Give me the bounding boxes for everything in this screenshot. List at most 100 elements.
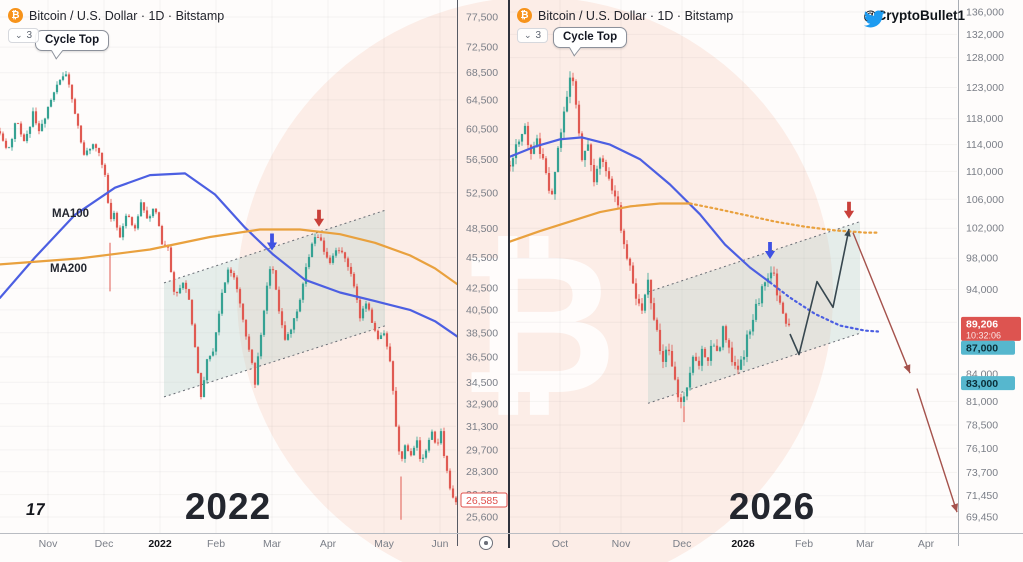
price-tick: 123,000 xyxy=(966,82,1004,94)
symbol-title: Bitcoin / U.S. Dollar · 1D · Bitstamp xyxy=(29,8,225,23)
svg-text:89,206: 89,206 xyxy=(966,318,998,330)
price-tick: 102,000 xyxy=(966,223,1004,235)
price-tick: 36,500 xyxy=(466,351,498,363)
price-tick: 76,100 xyxy=(966,443,998,455)
time-tick: May xyxy=(374,538,395,550)
twitter-handle: @CryptoBullet1 xyxy=(863,8,965,23)
time-tick: 2022 xyxy=(148,538,172,550)
trend-channel[interactable] xyxy=(647,221,861,404)
year-watermark-2026: 2026 xyxy=(728,486,816,527)
price-tick: 73,700 xyxy=(966,467,998,479)
chevron-down-icon: ⌄ xyxy=(15,30,23,41)
ma100-label: MA100 xyxy=(52,208,90,220)
price-tick: 29,700 xyxy=(466,444,498,456)
price-tick: 34,500 xyxy=(466,377,498,389)
year-watermark-2022: 2022 xyxy=(184,486,272,527)
price-tick: 56,500 xyxy=(466,154,498,166)
time-tick: Nov xyxy=(612,538,631,550)
price-tick: 71,450 xyxy=(966,490,998,502)
svg-text:83,000: 83,000 xyxy=(966,378,998,390)
price-tick: 42,500 xyxy=(466,283,498,295)
chart-legend[interactable]: ₿ Bitcoin / U.S. Dollar · 1D · Bitstamp xyxy=(8,8,224,23)
indicator-count: 3 xyxy=(26,30,33,41)
panel-divider xyxy=(508,0,510,548)
time-tick: Oct xyxy=(552,538,568,550)
price-tick: 77,500 xyxy=(466,12,498,24)
twitter-attribution: @CryptoBullet1 xyxy=(863,8,965,28)
grid xyxy=(509,0,957,533)
cycle-top-callout[interactable]: Cycle Top xyxy=(35,30,110,60)
tradingview-logo[interactable]: 17 xyxy=(24,500,47,519)
time-tick: Nov xyxy=(39,538,58,550)
price-tick: 94,000 xyxy=(966,284,998,296)
price-axis[interactable]: 77,500 72,500 68,500 64,500 60,500 56,500 52,5… xyxy=(466,12,498,524)
twitter-bird-icon xyxy=(864,10,886,28)
price-tick: 118,000 xyxy=(966,113,1003,125)
right-price-axis-border[interactable] xyxy=(958,0,959,546)
time-tick: Jun xyxy=(432,538,449,550)
price-flag: 87,000 xyxy=(961,340,1015,355)
price-axis[interactable]: 136,000 132,000 128,000 123,000 118,000 114,0… xyxy=(966,7,1004,524)
indicator-count: 3 xyxy=(535,30,542,41)
price-tick: 60,500 xyxy=(466,123,498,135)
scale-reset-icon[interactable] xyxy=(479,536,493,550)
projection-drawings[interactable] xyxy=(789,228,958,513)
price-tick: 78,500 xyxy=(966,420,998,432)
blue-arrow-down-icon[interactable] xyxy=(764,242,776,259)
price-chart-2026[interactable]: 136,000 132,000 128,000 123,000 118,000 114,0… xyxy=(509,0,1023,562)
time-tick: Mar xyxy=(856,538,875,550)
bitcoin-watermark-icon: ₿ xyxy=(458,211,618,438)
bitcoin-logo-icon: ₿ xyxy=(8,8,23,23)
chart-legend[interactable]: ₿ Bitcoin / U.S. Dollar · 1D · Bitstamp xyxy=(517,8,733,23)
time-tick: Apr xyxy=(320,538,337,550)
price-tick: 114,000 xyxy=(966,139,1003,151)
time-axis[interactable]: Nov Dec 2022 Feb Mar Apr May Jun xyxy=(39,538,449,550)
svg-text:10:32:06: 10:32:06 xyxy=(966,330,1001,340)
grid xyxy=(0,0,456,533)
zigzag-projection xyxy=(789,228,850,356)
price-tick: 52,500 xyxy=(466,187,498,199)
symbol-title: Bitcoin / U.S. Dollar · 1D · Bitstamp xyxy=(538,8,734,23)
time-tick: 2026 xyxy=(731,538,755,550)
cycle-top-callout[interactable]: Cycle Top xyxy=(553,27,628,57)
ma200-projection xyxy=(688,202,880,234)
bitcoin-logo-icon: ₿ xyxy=(517,8,532,23)
price-tick: 40,500 xyxy=(466,304,498,316)
price-flag: 26,585 xyxy=(460,492,508,508)
chart-panel-2026: 136,000 132,000 128,000 123,000 118,000 114,0… xyxy=(509,0,1023,562)
price-tick: 68,500 xyxy=(466,67,498,79)
time-tick: Feb xyxy=(795,538,813,550)
indicators-collapse-button[interactable]: ⌄ 3 xyxy=(517,28,549,43)
price-tick: 25,600 xyxy=(466,512,498,524)
bearish-projection-arrow xyxy=(852,232,911,374)
ma200-line xyxy=(0,228,459,286)
left-price-axis-border[interactable] xyxy=(457,0,458,546)
time-tick: Dec xyxy=(95,538,114,550)
price-tick: 32,900 xyxy=(466,398,498,410)
svg-text:87,000: 87,000 xyxy=(966,343,998,355)
ma200-line xyxy=(509,202,692,243)
price-tick: 64,500 xyxy=(466,94,498,106)
ma100-line xyxy=(0,172,459,338)
price-tick: 81,000 xyxy=(966,396,998,408)
price-tick: 38,500 xyxy=(466,327,498,339)
price-tick: 110,000 xyxy=(966,166,1003,178)
red-arrow-down-icon[interactable] xyxy=(313,209,325,227)
candles xyxy=(0,71,458,520)
indicators-collapse-button[interactable]: ⌄ 3 xyxy=(8,28,40,43)
ma100-line xyxy=(509,136,772,284)
price-tick: 136,000 xyxy=(966,7,1004,19)
price-tick: 28,300 xyxy=(466,466,498,478)
ma200-label: MA200 xyxy=(50,263,88,275)
time-axis[interactable]: Oct Nov Dec 2026 Feb Mar Apr xyxy=(552,538,935,550)
time-axis-border xyxy=(0,533,1023,534)
price-tick: 128,000 xyxy=(966,52,1004,64)
time-tick: Feb xyxy=(207,538,225,550)
red-arrow-down-icon[interactable] xyxy=(843,201,855,219)
blue-arrow-down-icon[interactable] xyxy=(266,233,278,251)
price-tick: 48,500 xyxy=(466,223,498,235)
price-chart-2022[interactable]: 77,500 72,500 68,500 64,500 60,500 56,500 52,5… xyxy=(0,0,509,562)
bearish-projection-arrow xyxy=(916,388,958,513)
price-tick: 132,000 xyxy=(966,29,1004,41)
